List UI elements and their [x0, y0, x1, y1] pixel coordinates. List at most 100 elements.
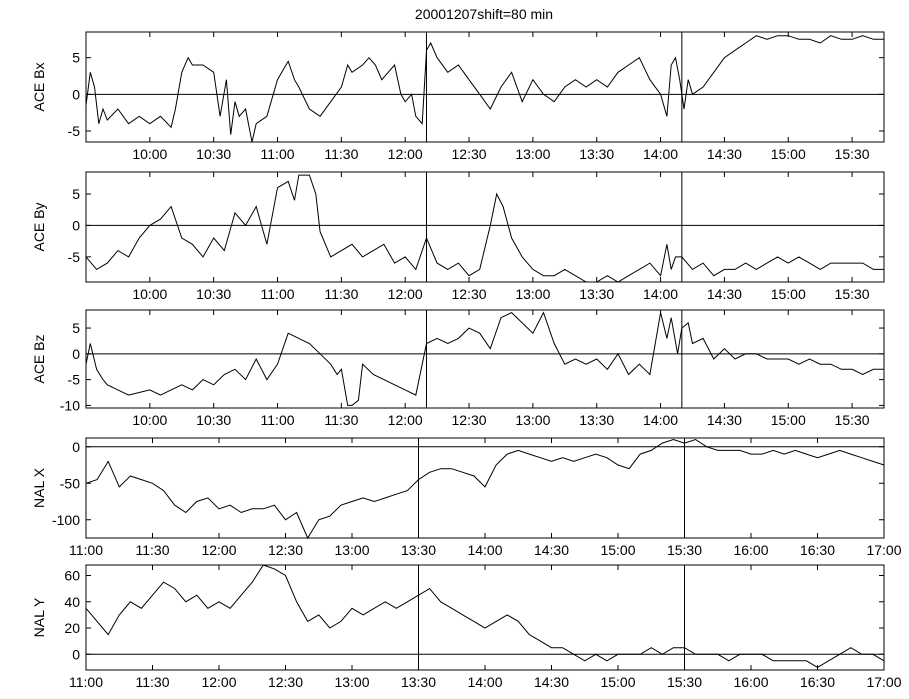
- x-tick-label: 15:00: [600, 674, 635, 690]
- x-tick-label: 12:30: [268, 542, 303, 558]
- y-tick-label: -5: [68, 123, 81, 139]
- y-tick-label: 0: [72, 86, 80, 102]
- chart-panel: 11:00 11:30 12:00 12:30 13:00 13:30 14:00 14:30…: [31, 438, 902, 558]
- y-tick-label: -100: [52, 512, 80, 528]
- y-tick-label: 0: [72, 439, 80, 455]
- y-tick-label: -5: [68, 249, 81, 265]
- x-tick-label: 17:00: [866, 674, 901, 690]
- y-tick-label: 5: [72, 186, 80, 202]
- x-tick-label: 12:00: [388, 286, 423, 302]
- x-tick-label: 11:30: [136, 674, 170, 690]
- y-tick-label: 0: [72, 646, 80, 662]
- x-tick-label: 15:00: [771, 286, 806, 302]
- y-axis-label: ACE By: [31, 202, 47, 251]
- x-tick-label: 16:30: [800, 674, 835, 690]
- panels: 10:00 10:30 11:00 11:30 12:00 12:30 13:00 13:30…: [31, 32, 902, 690]
- x-tick-label: 15:00: [600, 542, 635, 558]
- x-tick-label: 16:00: [733, 674, 768, 690]
- y-tick-label: -50: [60, 475, 80, 491]
- chart-panel: 10:00 10:30 11:00 11:30 12:00 12:30 13:00 13:30…: [31, 310, 884, 428]
- x-tick-label: 14:30: [707, 146, 742, 162]
- y-axis-label: NAL X: [31, 467, 47, 508]
- x-tick-label: 16:00: [733, 542, 768, 558]
- figure-title: 20001207shift=80 min: [415, 6, 553, 22]
- x-tick-label: 12:00: [388, 146, 423, 162]
- x-tick-label: 13:00: [515, 286, 550, 302]
- x-tick-label: 15:30: [667, 542, 702, 558]
- x-tick-label: 10:00: [132, 146, 167, 162]
- plot-frame: [86, 172, 884, 282]
- x-tick-label: 17:00: [866, 542, 901, 558]
- x-tick-label: 13:30: [401, 674, 436, 690]
- y-tick-label: 0: [72, 217, 80, 233]
- series-line: [86, 175, 884, 282]
- x-tick-label: 11:00: [261, 146, 295, 162]
- x-tick-label: 12:00: [388, 412, 423, 428]
- y-tick-label: 60: [64, 568, 80, 584]
- x-tick-label: 15:00: [771, 412, 806, 428]
- x-tick-label: 15:30: [667, 674, 702, 690]
- x-tick-label: 15:30: [835, 146, 870, 162]
- series-line: [86, 440, 884, 539]
- x-tick-label: 13:30: [401, 542, 436, 558]
- y-tick-label: -5: [68, 372, 81, 388]
- y-tick-label: 5: [72, 320, 80, 336]
- series-line: [86, 313, 884, 406]
- x-tick-label: 13:00: [334, 674, 369, 690]
- x-tick-label: 10:00: [132, 412, 167, 428]
- x-tick-label: 15:30: [835, 286, 870, 302]
- chart-panel: 10:00 10:30 11:00 11:30 12:00 12:30 13:00 13:30…: [31, 32, 884, 162]
- x-tick-label: 15:00: [771, 146, 806, 162]
- chart-panel: 10:00 10:30 11:00 11:30 12:00 12:30 13:00 13:30…: [31, 172, 884, 302]
- y-axis-label: ACE Bz: [31, 334, 47, 383]
- x-tick-label: 12:30: [268, 674, 303, 690]
- x-tick-label: 12:30: [452, 286, 487, 302]
- x-tick-label: 12:30: [452, 412, 487, 428]
- y-tick-label: 40: [64, 594, 80, 610]
- x-tick-label: 13:30: [579, 146, 614, 162]
- x-tick-label: 10:30: [196, 146, 231, 162]
- x-tick-label: 11:00: [261, 286, 295, 302]
- x-tick-label: 15:30: [835, 412, 870, 428]
- x-tick-label: 11:30: [324, 146, 358, 162]
- x-tick-label: 10:30: [196, 286, 231, 302]
- series-line: [86, 36, 884, 142]
- x-tick-label: 11:00: [69, 542, 103, 558]
- x-tick-label: 14:00: [643, 412, 678, 428]
- x-tick-label: 14:30: [707, 412, 742, 428]
- x-tick-label: 13:00: [515, 412, 550, 428]
- x-tick-label: 14:00: [643, 286, 678, 302]
- y-tick-label: 0: [72, 346, 80, 362]
- series-line: [86, 565, 884, 667]
- x-tick-label: 14:30: [534, 674, 569, 690]
- x-tick-label: 11:30: [324, 286, 358, 302]
- x-tick-label: 12:00: [201, 542, 236, 558]
- y-tick-label: -10: [60, 397, 80, 413]
- x-tick-label: 12:30: [452, 146, 487, 162]
- x-tick-label: 13:30: [579, 286, 614, 302]
- x-tick-label: 11:30: [324, 412, 358, 428]
- y-tick-label: 5: [72, 50, 80, 66]
- plot-frame: [86, 310, 884, 408]
- x-tick-label: 11:00: [69, 674, 103, 690]
- y-axis-label: ACE Bx: [31, 62, 47, 111]
- x-tick-label: 13:00: [515, 146, 550, 162]
- x-tick-label: 11:30: [136, 542, 170, 558]
- y-tick-label: 20: [64, 620, 80, 636]
- x-tick-label: 16:30: [800, 542, 835, 558]
- x-tick-label: 14:00: [467, 674, 502, 690]
- x-tick-label: 13:00: [334, 542, 369, 558]
- x-tick-label: 14:30: [707, 286, 742, 302]
- y-axis-label: NAL Y: [31, 597, 47, 637]
- plot-frame: [86, 32, 884, 142]
- x-tick-label: 14:00: [643, 146, 678, 162]
- x-tick-label: 12:00: [201, 674, 236, 690]
- x-tick-label: 11:00: [261, 412, 295, 428]
- chart-panel: 11:00 11:30 12:00 12:30 13:00 13:30 14:00 14:30…: [31, 565, 902, 690]
- x-tick-label: 10:00: [132, 286, 167, 302]
- x-tick-label: 13:30: [579, 412, 614, 428]
- x-tick-label: 14:30: [534, 542, 569, 558]
- x-tick-label: 14:00: [467, 542, 502, 558]
- x-tick-label: 10:30: [196, 412, 231, 428]
